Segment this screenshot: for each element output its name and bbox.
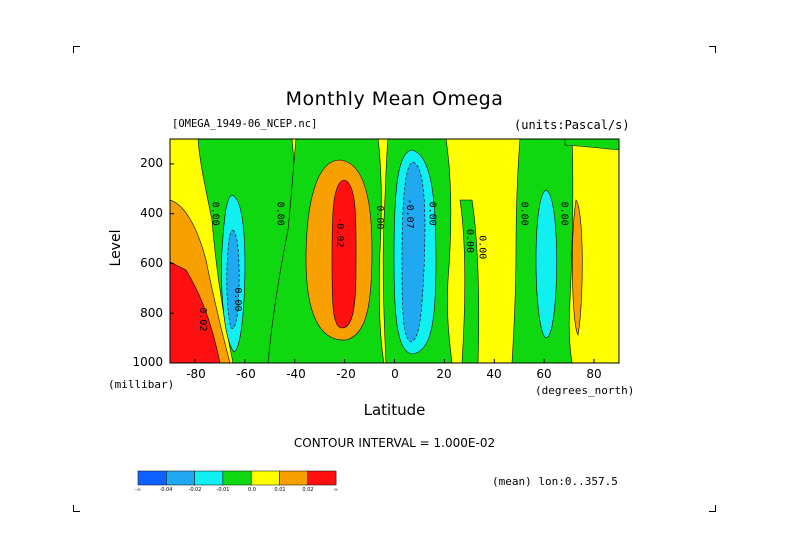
x-tick-label-20: 20 [436,367,452,381]
x-tick-label-80: 80 [586,367,602,381]
blue-ascent-itcz-core [401,161,426,343]
dataset-label: [OMEGA_1949-06_NCEP.nc] [172,118,318,130]
x-tick-label-0: 0 [391,367,399,381]
x-axis-label: Latitude [363,401,426,419]
contour-label-8: 0.00 [519,202,530,226]
contour-label-5: 0.00 [426,202,437,226]
cyan-ascent-north [535,189,557,339]
colorbar-swatch-3 [222,470,252,486]
axis-ticks [170,163,595,364]
colorbar-label-0: -∞ [135,487,141,493]
y-tick-label-200: 200 [140,156,163,170]
colorbar-swatch-6 [307,470,337,486]
y-tick-label-800: 800 [140,306,163,320]
x-tick-label-m80: -80 [186,367,206,381]
colorbar [137,470,337,486]
x-tick-label-m60: -60 [236,367,256,381]
contour-label-0: 0.00 [209,202,220,226]
chart-title: Monthly Mean Omega [285,88,504,110]
colorbar-label-6: 0.02 [302,487,314,493]
contour-interval-text: CONTOUR INTERVAL = 1.000E-02 [293,436,496,450]
colorbar-label-7: ∞ [333,487,339,493]
colorbar-label-4: 0.0 [248,487,256,493]
colorbar-swatch-5 [279,470,309,486]
units-label: (units:Pascal/s) [514,118,630,132]
corner-mark-bottom-right [709,505,716,512]
y-tick-label-600: 600 [140,256,163,270]
y-tick-label-400: 400 [140,206,163,220]
colorbar-swatch-1 [166,470,195,486]
contour-label-4: -0.07 [404,199,415,229]
x-axis-unit: (degrees_north) [535,384,635,397]
colorbar-swatch-0 [137,470,167,486]
orange-band-north [572,199,583,336]
x-tick-label-m40: -40 [286,367,306,381]
corner-mark-top-right [709,46,716,53]
corner-mark-top-left [73,46,80,53]
green-band-midlat [459,199,480,363]
colorbar-swatch-2 [194,470,224,486]
contour-label-11: 0.02 [197,307,208,331]
contour-label-10: 0.00 [232,287,243,311]
x-tick-label-m20: -20 [336,367,356,381]
x-tick-label-40: 40 [486,367,502,381]
contour-label-2: -0.02 [334,217,345,247]
contour-label-3: 0.00 [374,205,385,229]
colorbar-swatch-4 [250,470,280,486]
blue-ascent-south-core [226,229,240,329]
corner-mark-bottom-left [73,505,80,512]
contour-fill-layer: 0.00 0.00-0.02 0.00 -0.07 0.000.00 0.000.00 0.… [170,139,619,363]
y-tick-label-1000: 1000 [132,355,163,369]
colorbar-label-3: -0.01 [216,487,230,493]
mean-longitude-note: (mean) lon:0..357.5 [492,475,618,488]
x-tick-label-60: 60 [536,367,552,381]
colorbar-label-5: 0.01 [274,487,286,493]
contour-label-1: 0.00 [274,202,285,226]
y-axis-unit: (millibar) [108,378,175,391]
colorbar-label-1: -0.04 [159,487,173,493]
contour-label-6: 0.00 [464,229,475,253]
contour-label-layer: 0.00 0.00-0.02 0.00 -0.07 0.000.00 0.000.00 0.… [197,199,570,332]
y-axis-label: Level [108,229,124,267]
contour-label-7: 0.00 [476,235,487,259]
colorbar-label-2: -0.02 [188,487,202,493]
contour-label-9: 0.00 [559,202,570,226]
red-subsidence-core [331,179,357,329]
